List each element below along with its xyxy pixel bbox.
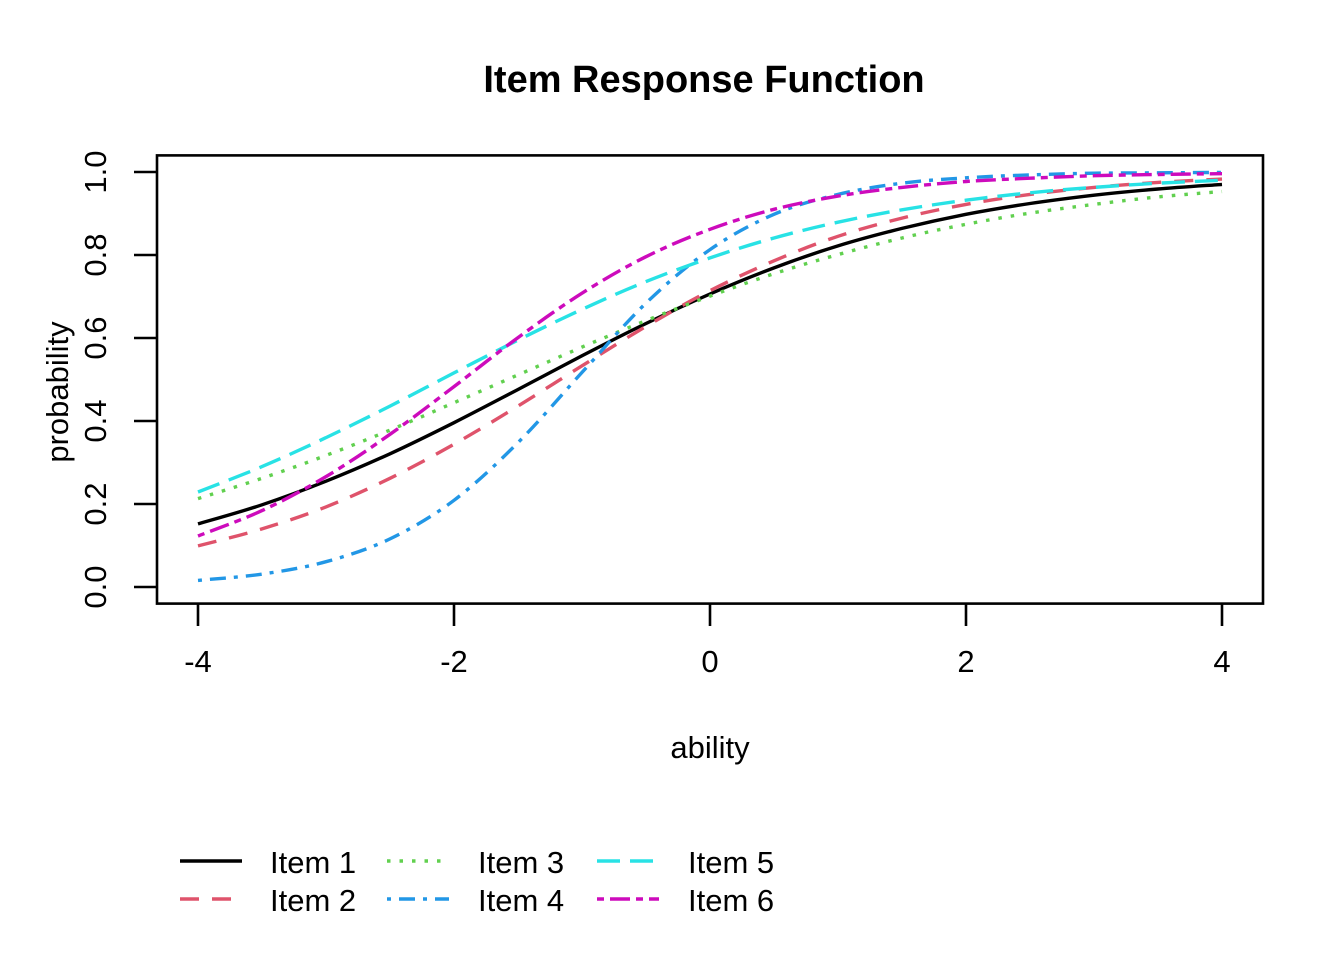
legend-label-item-2: Item 2: [270, 883, 356, 918]
x-tick-label: -2: [440, 644, 468, 679]
x-axis-label: ability: [670, 730, 750, 765]
legend-label-item-1: Item 1: [270, 845, 356, 880]
x-tick-label: -4: [184, 644, 212, 679]
y-tick-label: 1.0: [78, 150, 113, 193]
y-tick-label: 0.0: [78, 565, 113, 608]
y-tick-label: 0.6: [78, 316, 113, 359]
y-tick-label: 0.2: [78, 482, 113, 525]
y-tick-label: 0.4: [78, 399, 113, 442]
legend-label-item-4: Item 4: [478, 883, 564, 918]
x-tick-label: 0: [701, 644, 718, 679]
y-axis: 0.0 0.2 0.4 0.6 0.8 1.0: [78, 150, 157, 609]
chart-title: Item Response Function: [483, 59, 924, 101]
y-axis-label: probability: [40, 321, 75, 463]
curve-item-5: [197, 178, 1223, 494]
legend-label-item-3: Item 3: [478, 845, 564, 880]
curve-item-4: [197, 170, 1223, 583]
x-tick-label: 2: [957, 644, 974, 679]
legend-label-item-5: Item 5: [688, 845, 774, 880]
x-axis: -4 -2 0 2 4: [184, 603, 1231, 679]
curve-item-3: [197, 189, 1223, 501]
legend-label-item-6: Item 6: [688, 883, 774, 918]
plot-border: [155, 154, 1265, 605]
x-tick-label: 4: [1213, 644, 1230, 679]
curve-item-6: [197, 172, 1223, 538]
y-tick-label: 0.8: [78, 233, 113, 276]
curve-item-2: [197, 177, 1223, 548]
curve-item-1: [197, 182, 1223, 526]
plot-area: [155, 154, 1265, 605]
curves-group: [197, 170, 1223, 583]
